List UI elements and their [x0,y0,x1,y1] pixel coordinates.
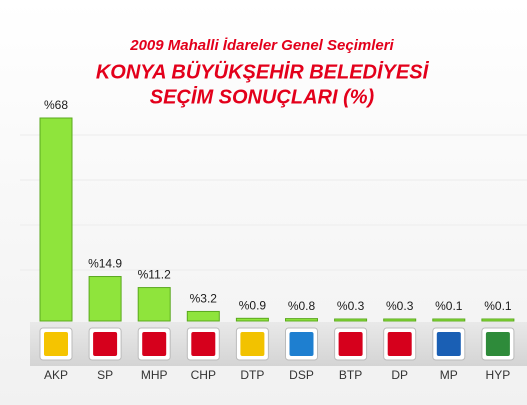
logo [191,332,216,356]
logo [93,332,118,356]
bar [383,318,417,322]
value-label: %0.9 [239,298,267,312]
bar [432,318,466,322]
value-label: %0.3 [337,299,365,313]
value-label: %68 [44,98,68,112]
bar [334,318,368,322]
bar [39,117,73,322]
logo [387,332,412,356]
category-label: MP [440,368,458,382]
category-label: DSP [289,368,314,382]
category-label: HYP [486,368,511,382]
value-label: %11.2 [138,268,171,282]
logo [44,332,68,356]
value-label: %0.8 [288,299,316,313]
category-label: MHP [141,368,168,382]
chart-subtitle: SEÇİM SONUÇLARI (%) [150,85,375,108]
logo [338,332,363,356]
bar [285,318,318,322]
logo [142,332,167,356]
category-label: DTP [240,368,264,382]
background-lines [20,134,527,271]
logo [240,332,265,356]
category-label: CHP [191,368,216,382]
chart-title: 2009 Mahalli İdareler Genel Seçimleri [129,37,394,54]
bar [137,287,171,322]
logo [289,332,314,356]
logo [485,332,510,356]
category-label: DP [391,368,408,382]
chart-subtitle: KONYA BÜYÜKŞEHİR BELEDİYESİ [96,60,430,83]
value-label: %0.1 [435,299,463,313]
bar [481,318,515,322]
category-label: AKP [44,368,68,382]
category-label: BTP [339,368,362,382]
logo [436,332,461,356]
value-label: %0.3 [386,299,414,313]
bar [235,317,269,322]
value-label: %14.9 [88,257,122,271]
bar [186,310,220,322]
value-label: %3.2 [190,292,218,306]
value-label: %0.1 [484,299,512,313]
category-label: SP [97,368,113,382]
bar [88,276,122,322]
